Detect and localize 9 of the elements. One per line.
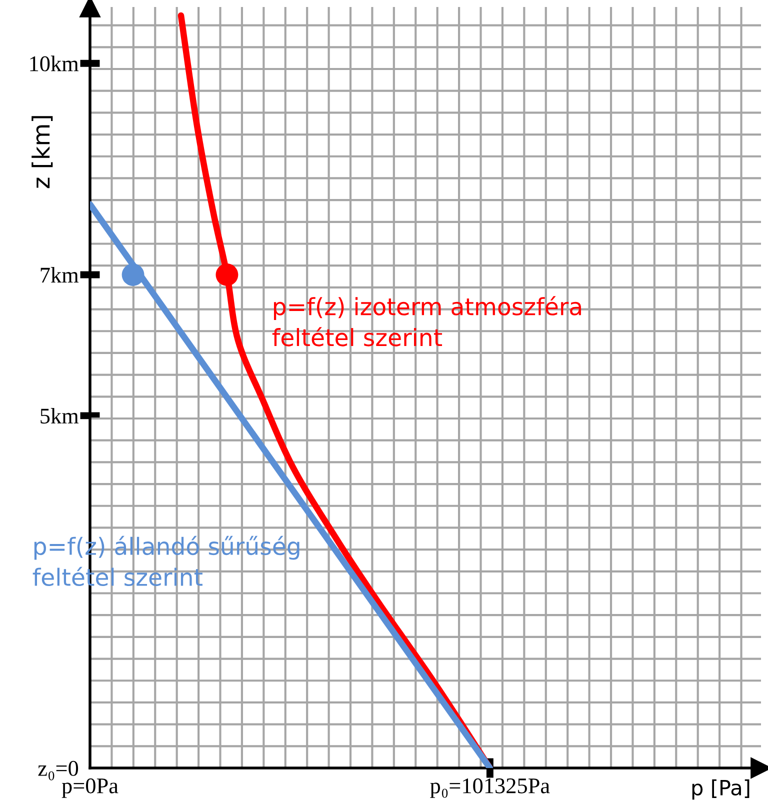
y-axis-title: z [km] [32,116,53,188]
y-tick-label: 10km [30,56,79,72]
y-tick-label: 7km [40,267,79,282]
y-tick-label: 5km [40,408,79,424]
x-axis-title: p [Pa] [692,779,750,800]
y-tick-label: z₀=0 [38,760,78,780]
series-label: p=f(z) izoterm atmoszféra feltétel szerint [272,296,581,346]
x-tick-label: p₀=101325Pa [430,778,550,798]
x-tick-label: p=0Pa [62,778,118,798]
